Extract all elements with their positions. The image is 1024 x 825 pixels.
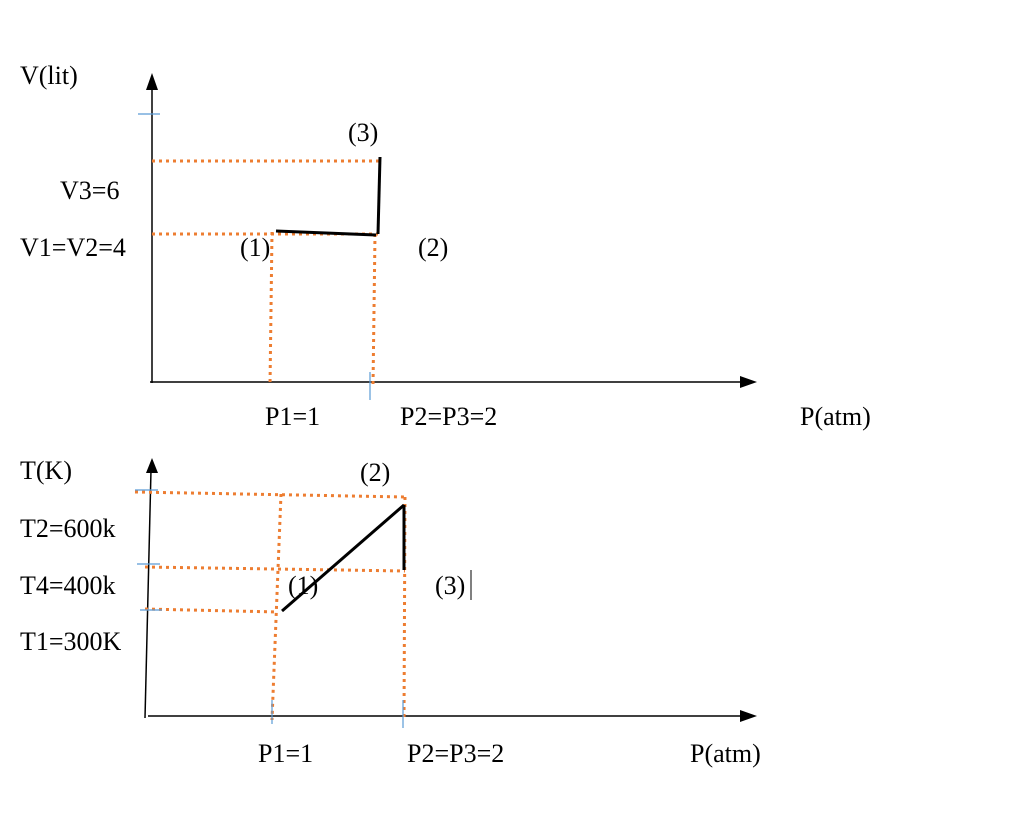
process — [275, 229, 377, 237]
y-label: V1=V2=4 — [20, 233, 126, 262]
y-label: V3=6 — [60, 176, 119, 205]
point-label: (1) — [288, 571, 318, 600]
point-label: (2) — [418, 233, 448, 262]
y-axis-label: V(lit) — [20, 61, 78, 90]
point-label: (3) — [435, 571, 465, 600]
guide — [134, 490, 406, 499]
process — [281, 503, 405, 613]
x-label: P2=P3=2 — [400, 402, 497, 431]
y-label: T1=300K — [20, 627, 122, 656]
process — [376, 156, 382, 235]
y-label: T2=600k — [20, 514, 116, 543]
arrow — [146, 73, 158, 90]
arrow — [740, 710, 757, 722]
x-axis-label: P(atm) — [690, 739, 761, 768]
guide — [270, 493, 283, 721]
point-label: (2) — [360, 458, 390, 487]
arrow — [740, 376, 757, 388]
y-axis — [144, 469, 152, 719]
point-label: (1) — [240, 233, 270, 262]
y-axis-label: T(K) — [20, 456, 72, 485]
point-label: (3) — [348, 118, 378, 147]
x-label: P2=P3=2 — [407, 739, 504, 768]
x-label: P1=1 — [258, 739, 313, 768]
pv-diagram: V(lit) V3=6 V1=V2=4 (1) (2) (3) P1=1 P2=… — [20, 61, 871, 431]
guide — [144, 607, 279, 614]
guide — [144, 565, 406, 573]
x-axis-label: P(atm) — [800, 402, 871, 431]
arrow — [146, 458, 158, 473]
y-label: T4=400k — [20, 571, 116, 600]
guide — [371, 233, 377, 387]
pt-diagram: T(K) T2=600k T4=400k T1=300K (1) (2) (3)… — [20, 456, 761, 768]
guide — [268, 231, 274, 387]
x-label: P1=1 — [265, 402, 320, 431]
